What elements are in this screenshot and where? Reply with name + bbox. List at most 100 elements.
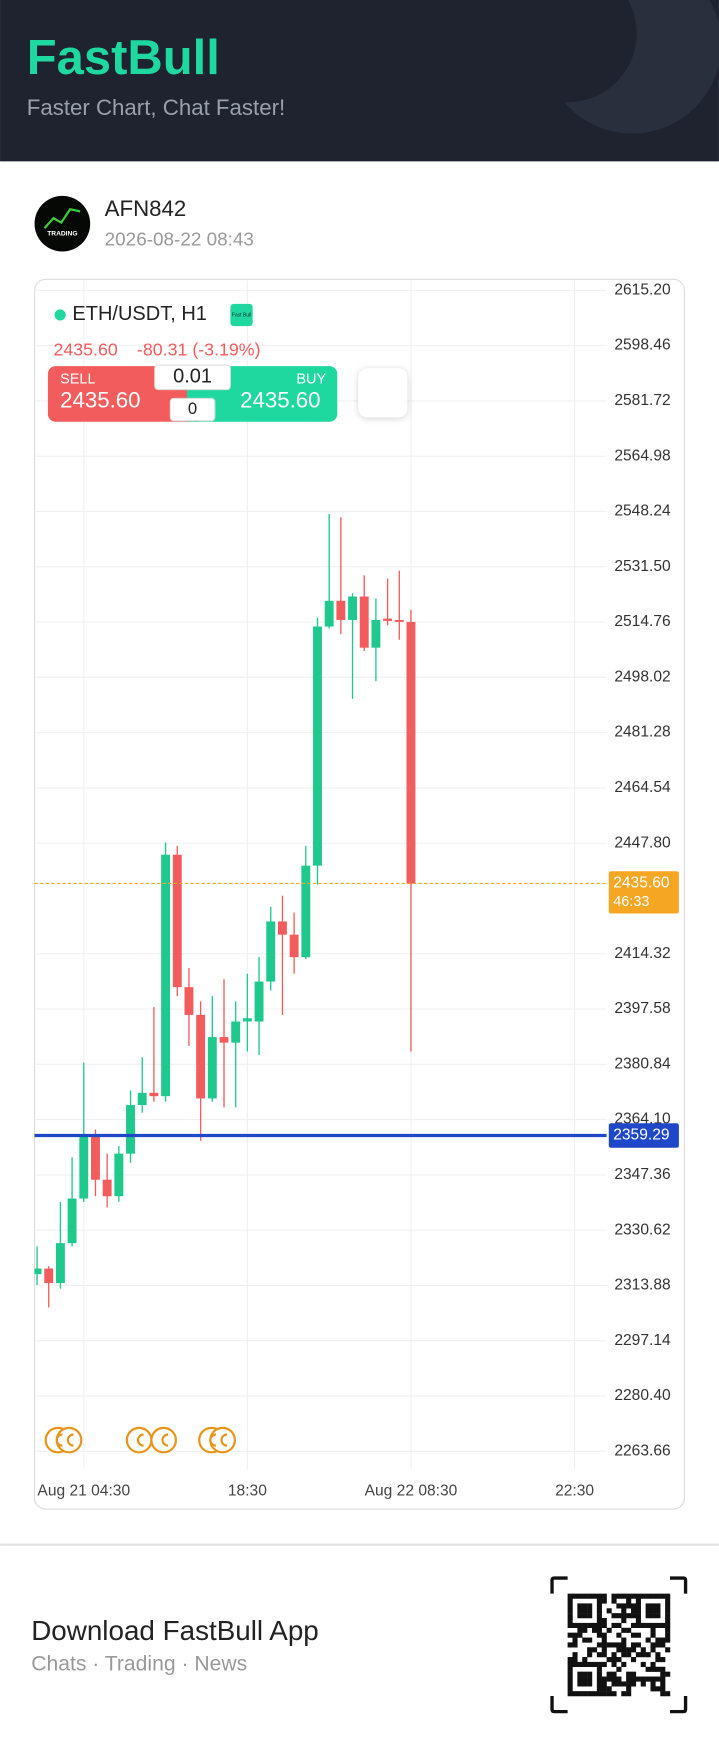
qr-module	[665, 1647, 671, 1653]
qr-module	[582, 1603, 588, 1609]
qr-module	[567, 1618, 573, 1624]
lot-input[interactable]	[154, 364, 231, 391]
qr-module	[611, 1691, 617, 1697]
qr-module	[655, 1652, 661, 1658]
qr-code	[567, 1593, 671, 1697]
qr-module	[645, 1613, 651, 1619]
qr-module	[596, 1593, 602, 1599]
y-tick-label: 2380.84	[614, 1055, 671, 1072]
y-tick-label: 2280.40	[614, 1387, 671, 1404]
y-tick-label: 2581.72	[614, 392, 670, 409]
candle-body	[277, 921, 287, 935]
qr-module	[567, 1686, 573, 1692]
y-tick-label: 2464.54	[614, 779, 671, 796]
candle-body	[348, 596, 357, 620]
y-tick-label: 2297.14	[614, 1332, 671, 1349]
spread-box	[169, 397, 216, 422]
qr-module	[601, 1681, 607, 1687]
candle-body	[313, 626, 322, 866]
candle-body	[336, 600, 346, 620]
qr-module	[587, 1622, 593, 1628]
qr-module	[645, 1676, 651, 1682]
qr-module	[616, 1666, 622, 1672]
qr-module	[626, 1593, 632, 1599]
author[interactable]: AFN842	[105, 196, 187, 221]
qr-module	[630, 1657, 637, 1663]
qr-module	[596, 1613, 602, 1619]
qr-module	[567, 1622, 573, 1628]
qr-module	[630, 1603, 637, 1609]
qr-module	[582, 1691, 588, 1697]
qr-module	[635, 1642, 641, 1648]
qr-module	[660, 1676, 666, 1682]
qr-module	[635, 1622, 641, 1628]
candle-body	[196, 1014, 206, 1099]
qr-module	[596, 1608, 602, 1614]
y-tick-label: 2330.62	[614, 1221, 670, 1238]
qr-module	[572, 1642, 578, 1648]
tool-button[interactable]	[358, 368, 408, 418]
timestamp: 2026-08-22 08:43	[105, 229, 254, 250]
qr-module	[577, 1671, 583, 1677]
qr-module	[650, 1681, 656, 1687]
buy-button-edge	[187, 366, 199, 422]
avatar-art	[43, 207, 81, 229]
qr-module	[577, 1613, 583, 1619]
qr-module	[665, 1637, 671, 1643]
qr-module	[665, 1622, 671, 1628]
qr-module	[616, 1642, 622, 1648]
qr-module	[626, 1613, 632, 1619]
qr-module	[630, 1613, 637, 1619]
candle-body	[231, 1021, 241, 1043]
qr-module	[621, 1661, 627, 1668]
candle-body	[102, 1179, 112, 1197]
price: 2435.60	[53, 339, 117, 359]
qr-module	[577, 1661, 583, 1668]
qr-module	[660, 1593, 666, 1599]
qr-module	[611, 1622, 617, 1628]
qr-module	[606, 1657, 612, 1663]
qr-module	[587, 1661, 593, 1668]
lot-value: 0.01	[173, 366, 212, 388]
brand: FastBull	[27, 31, 220, 85]
footer-subtitle: Chats · Trading · News	[31, 1652, 247, 1675]
qr-module	[601, 1686, 607, 1692]
qr-module	[626, 1598, 632, 1604]
qr-module	[572, 1593, 578, 1599]
price-tag-label: 2435.60	[613, 875, 670, 892]
symbol[interactable]: ETH/USDT, H1	[72, 303, 207, 325]
candle-body	[149, 1092, 159, 1097]
qr-module	[621, 1691, 627, 1697]
qr-module	[611, 1593, 617, 1599]
candle-body	[301, 865, 311, 958]
qr-module	[665, 1691, 671, 1697]
qr-module	[587, 1603, 593, 1609]
qr-module	[635, 1598, 641, 1604]
qr-module	[616, 1603, 622, 1609]
qr-module	[645, 1652, 651, 1658]
change: -80.31 (-3.19%)	[137, 339, 261, 359]
qr-module	[596, 1676, 602, 1682]
y-tick-label: 2598.46	[614, 337, 670, 354]
candle-body	[289, 934, 299, 958]
candle-body	[44, 1268, 54, 1284]
qr-module	[572, 1691, 578, 1697]
qr-module	[616, 1681, 622, 1687]
spread-value: 0	[188, 399, 197, 418]
qr-module	[596, 1661, 602, 1668]
qr-module	[567, 1598, 573, 1604]
y-tick-label: 2447.80	[614, 834, 671, 851]
candle-body	[383, 618, 393, 621]
qr-module	[582, 1661, 588, 1668]
qr-module	[601, 1652, 607, 1658]
qr-module	[591, 1661, 598, 1668]
qr-module	[567, 1666, 573, 1672]
qr-module	[635, 1613, 641, 1619]
qr-module	[606, 1686, 612, 1692]
qr-module	[630, 1647, 637, 1653]
qr-module	[621, 1681, 627, 1687]
qr-module	[650, 1632, 656, 1638]
qr-module	[582, 1593, 588, 1599]
qr-module	[616, 1622, 622, 1628]
